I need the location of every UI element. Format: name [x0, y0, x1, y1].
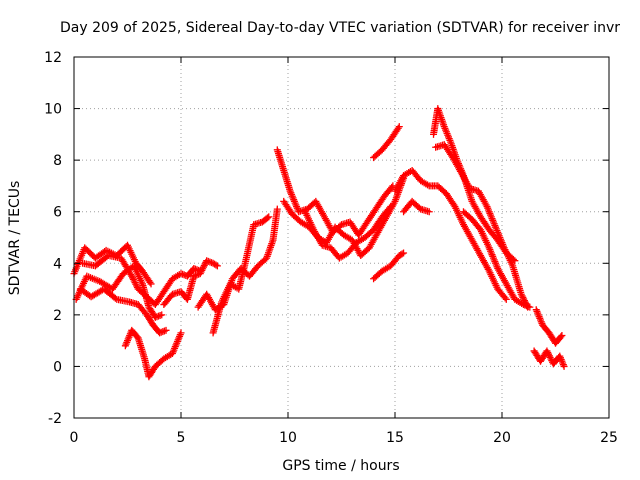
y-tick-label: 8 — [53, 153, 62, 169]
y-tick-label: 12 — [44, 50, 62, 66]
series-sat-s — [532, 306, 566, 347]
data-point-marker — [560, 362, 568, 370]
data-point-marker — [546, 353, 554, 361]
series-sat-k — [301, 203, 395, 262]
data-point-marker — [263, 214, 271, 222]
data-point-marker — [129, 275, 137, 283]
y-tick-label: 6 — [53, 205, 62, 221]
data-point-marker — [200, 262, 208, 270]
series-sat-e — [121, 326, 185, 381]
data-point-marker — [544, 349, 552, 357]
data-point-marker — [558, 331, 566, 339]
data-point-marker — [518, 292, 526, 300]
series-sat-l — [370, 123, 403, 162]
data-point-marker — [547, 355, 555, 363]
y-tick-label: 10 — [44, 102, 62, 118]
data-point-marker — [517, 290, 525, 298]
data-point-marker — [198, 266, 206, 274]
data-point-marker — [265, 213, 273, 221]
x-axis-label: GPS time / hours — [282, 458, 399, 474]
data-point-marker — [543, 347, 551, 355]
data-point-marker — [545, 352, 553, 360]
data-point-marker — [557, 333, 565, 341]
series-sat-o — [400, 197, 433, 216]
data-point-marker — [385, 204, 393, 212]
grid-lines — [74, 57, 609, 418]
data-point-marker — [111, 294, 119, 302]
x-tick-label: 15 — [386, 430, 404, 446]
series-sat-c — [76, 285, 170, 337]
data-point-marker — [158, 311, 166, 319]
data-point-marker — [199, 265, 207, 273]
data-point-marker — [130, 277, 138, 285]
series-sat-t — [530, 347, 568, 370]
data-point-marker — [196, 270, 204, 278]
series-sat-h — [209, 213, 273, 337]
data-point-marker — [400, 249, 408, 257]
data-point-marker — [273, 205, 281, 213]
series-sat-r — [459, 208, 534, 311]
x-tick-label: 10 — [279, 430, 297, 446]
data-point-marker — [128, 272, 136, 280]
series-sat-f — [160, 257, 221, 309]
data-point-marker — [147, 280, 155, 288]
y-axis-label: SDTVAR / TECUs — [7, 181, 23, 296]
plot-frame — [73, 56, 610, 419]
data-point-marker — [502, 295, 510, 303]
chart-title: Day 209 of 2025, Sidereal Day-to-day VTE… — [60, 20, 620, 36]
data-point-marker — [387, 203, 395, 211]
data-point-marker — [501, 294, 509, 302]
data-point-marker — [133, 282, 141, 290]
data-point-marker — [398, 250, 406, 258]
y-tick-label: 2 — [53, 308, 62, 324]
data-point-marker — [213, 262, 221, 270]
data-point-marker — [199, 263, 207, 271]
data-point-marker — [395, 123, 403, 131]
x-tick-label: 25 — [600, 430, 618, 446]
data-point-marker — [132, 280, 140, 288]
data-point-marker — [545, 350, 553, 358]
series-sat-g — [194, 205, 281, 314]
data-point-marker — [133, 333, 141, 341]
data-point-marker — [212, 261, 220, 269]
data-point-marker — [425, 208, 433, 216]
data-point-marker — [197, 268, 205, 276]
y-tick-label: -2 — [48, 411, 62, 427]
x-tick-label: 5 — [177, 430, 186, 446]
y-tick-label: 4 — [53, 256, 62, 272]
series-sat-n — [391, 166, 510, 303]
data-point-marker — [129, 274, 137, 282]
series-sat-i — [273, 146, 397, 239]
x-tick-label: 0 — [70, 430, 79, 446]
data-point-marker — [526, 303, 534, 311]
data-point-marker — [146, 278, 154, 286]
data-point-marker — [131, 279, 139, 287]
axis-ticks: 0 5 10 15 20 25 -2 0 2 4 6 8 10 12 — [44, 50, 618, 446]
data-point-marker — [519, 293, 527, 301]
data-point-marker — [162, 326, 170, 334]
data-markers — [70, 105, 568, 381]
series-sat-j — [280, 174, 408, 260]
series-sat-q — [432, 141, 532, 311]
data-point-marker — [394, 124, 402, 132]
x-tick-label: 20 — [493, 430, 511, 446]
data-point-marker — [177, 329, 185, 337]
y-tick-label: 0 — [53, 359, 62, 375]
series-sat-m — [370, 249, 408, 283]
